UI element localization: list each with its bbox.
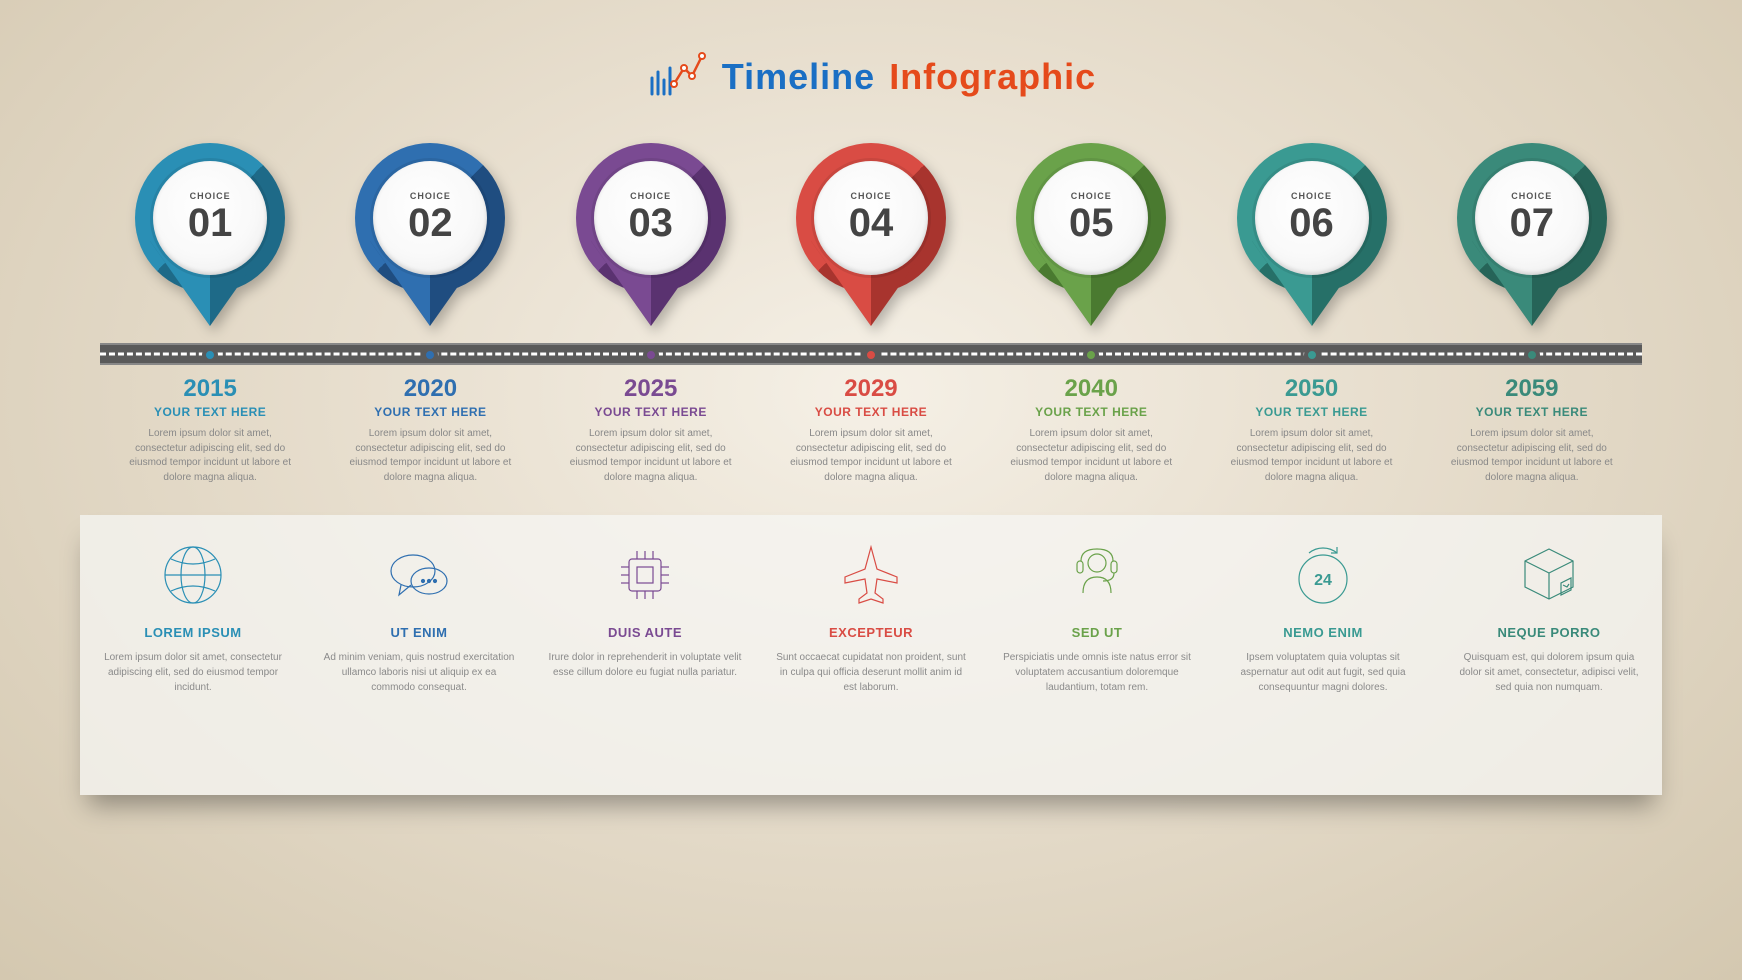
pin-choice-label: CHOICE [630, 191, 671, 201]
road-dot [643, 347, 659, 363]
pin-choice-label: CHOICE [850, 191, 891, 201]
pin-number: 05 [1069, 201, 1114, 246]
card-title: UT ENIM [391, 625, 448, 640]
road-dot [202, 347, 218, 363]
globe-icon [148, 535, 238, 615]
title-right: Infographic [889, 56, 1096, 98]
pin-number: 01 [188, 201, 233, 246]
pin-body-text: Lorem ipsum dolor sit amet, consectetur … [561, 427, 741, 485]
pin-year: 2050 [1222, 375, 1402, 403]
pin-body-text: Lorem ipsum dolor sit amet, consectetur … [781, 427, 961, 485]
plane-icon [826, 535, 916, 615]
pin-number: 04 [849, 201, 894, 246]
pin-subtitle: YOUR TEXT HERE [561, 405, 741, 419]
pin-number: 03 [628, 201, 673, 246]
pin-year: 2015 [120, 375, 300, 403]
pin-year: 2020 [340, 375, 520, 403]
card-title: DUIS AUTE [608, 625, 682, 640]
timeline-road: CHOICE 01 2015 YOUR TEXT HERE Lorem ipsu… [0, 143, 1742, 503]
pin-year: 2040 [1001, 375, 1181, 403]
pin-year: 2059 [1442, 375, 1622, 403]
pin-choice-label: CHOICE [1291, 191, 1332, 201]
pin-choice-label: CHOICE [1511, 191, 1552, 201]
pin-subtitle: YOUR TEXT HERE [781, 405, 961, 419]
pin-marker: CHOICE 07 [1457, 143, 1607, 343]
card-body-text: Sunt occaecat cupidatat non proident, su… [768, 650, 974, 695]
bottom-panel: LOREM IPSUM Lorem ipsum dolor sit amet, … [80, 515, 1662, 795]
info-card: LOREM IPSUM Lorem ipsum dolor sit amet, … [90, 535, 296, 695]
pin-year: 2029 [781, 375, 961, 403]
title-left: Timeline [722, 56, 875, 98]
timeline-pin: CHOICE 03 2025 YOUR TEXT HERE Lorem ipsu… [550, 143, 750, 503]
pin-body-text: Lorem ipsum dolor sit amet, consectetur … [1222, 427, 1402, 485]
pin-row: CHOICE 01 2015 YOUR TEXT HERE Lorem ipsu… [100, 143, 1642, 503]
timeline-pin: CHOICE 02 2020 YOUR TEXT HERE Lorem ipsu… [330, 143, 530, 503]
road-dot [1083, 347, 1099, 363]
card-title: EXCEPTEUR [829, 625, 913, 640]
chat-icon [374, 535, 464, 615]
pin-subtitle: YOUR TEXT HERE [1001, 405, 1181, 419]
card-body-text: Ad minim veniam, quis nostrud exercitati… [316, 650, 522, 695]
chip-icon [600, 535, 690, 615]
info-card: NEQUE PORRO Quisquam est, qui dolorem ip… [1446, 535, 1652, 695]
card-body-text: Perspiciatis unde omnis iste natus error… [994, 650, 1200, 695]
pin-number: 02 [408, 201, 453, 246]
pin-subtitle: YOUR TEXT HERE [120, 405, 300, 419]
road-dot [422, 347, 438, 363]
pin-choice-label: CHOICE [410, 191, 451, 201]
pin-choice-label: CHOICE [1071, 191, 1112, 201]
pin-year: 2025 [561, 375, 741, 403]
info-card: UT ENIM Ad minim veniam, quis nostrud ex… [316, 535, 522, 695]
card-title: NEMO ENIM [1283, 625, 1363, 640]
info-card: NEMO ENIM Ipsem voluptatem quia voluptas… [1220, 535, 1426, 695]
card-body-text: Lorem ipsum dolor sit amet, consectetur … [90, 650, 296, 695]
pin-body-text: Lorem ipsum dolor sit amet, consectetur … [340, 427, 520, 485]
card-body-text: Quisquam est, qui dolorem ipsum quia dol… [1446, 650, 1652, 695]
card-title: SED UT [1072, 625, 1123, 640]
pin-subtitle: YOUR TEXT HERE [1222, 405, 1402, 419]
timeline-pin: CHOICE 01 2015 YOUR TEXT HERE Lorem ipsu… [110, 143, 310, 503]
timeline-pin: CHOICE 07 2059 YOUR TEXT HERE Lorem ipsu… [1432, 143, 1632, 503]
pin-subtitle: YOUR TEXT HERE [1442, 405, 1622, 419]
road-dot [863, 347, 879, 363]
road-dot [1524, 347, 1540, 363]
pin-subtitle: YOUR TEXT HERE [340, 405, 520, 419]
header: Timeline Infographic [0, 0, 1742, 103]
timeline-pin: CHOICE 05 2040 YOUR TEXT HERE Lorem ipsu… [991, 143, 1191, 503]
chart-icon [646, 50, 706, 103]
card-title: LOREM IPSUM [144, 625, 241, 640]
card-body-text: Ipsem voluptatem quia voluptas sit asper… [1220, 650, 1426, 695]
info-card: EXCEPTEUR Sunt occaecat cupidatat non pr… [768, 535, 974, 695]
pin-marker: CHOICE 04 [796, 143, 946, 343]
pin-marker: CHOICE 06 [1237, 143, 1387, 343]
box-icon [1504, 535, 1594, 615]
pin-marker: CHOICE 05 [1016, 143, 1166, 343]
pin-choice-label: CHOICE [190, 191, 231, 201]
timeline-pin: CHOICE 06 2050 YOUR TEXT HERE Lorem ipsu… [1211, 143, 1411, 503]
road-dot [1304, 347, 1320, 363]
pin-body-text: Lorem ipsum dolor sit amet, consectetur … [1001, 427, 1181, 485]
info-card: SED UT Perspiciatis unde omnis iste natu… [994, 535, 1200, 695]
card-body-text: Irure dolor in reprehenderit in voluptat… [542, 650, 748, 680]
timeline-pin: CHOICE 04 2029 YOUR TEXT HERE Lorem ipsu… [771, 143, 971, 503]
pin-number: 07 [1510, 201, 1555, 246]
pin-number: 06 [1289, 201, 1334, 246]
info-card: DUIS AUTE Irure dolor in reprehenderit i… [542, 535, 748, 680]
page-title: Timeline Infographic [722, 56, 1096, 98]
card-title: NEQUE PORRO [1497, 625, 1600, 640]
pin-body-text: Lorem ipsum dolor sit amet, consectetur … [1442, 427, 1622, 485]
support-icon [1052, 535, 1142, 615]
pin-body-text: Lorem ipsum dolor sit amet, consectetur … [120, 427, 300, 485]
pin-marker: CHOICE 02 [355, 143, 505, 343]
clock24-icon [1278, 535, 1368, 615]
pin-marker: CHOICE 03 [576, 143, 726, 343]
pin-marker: CHOICE 01 [135, 143, 285, 343]
